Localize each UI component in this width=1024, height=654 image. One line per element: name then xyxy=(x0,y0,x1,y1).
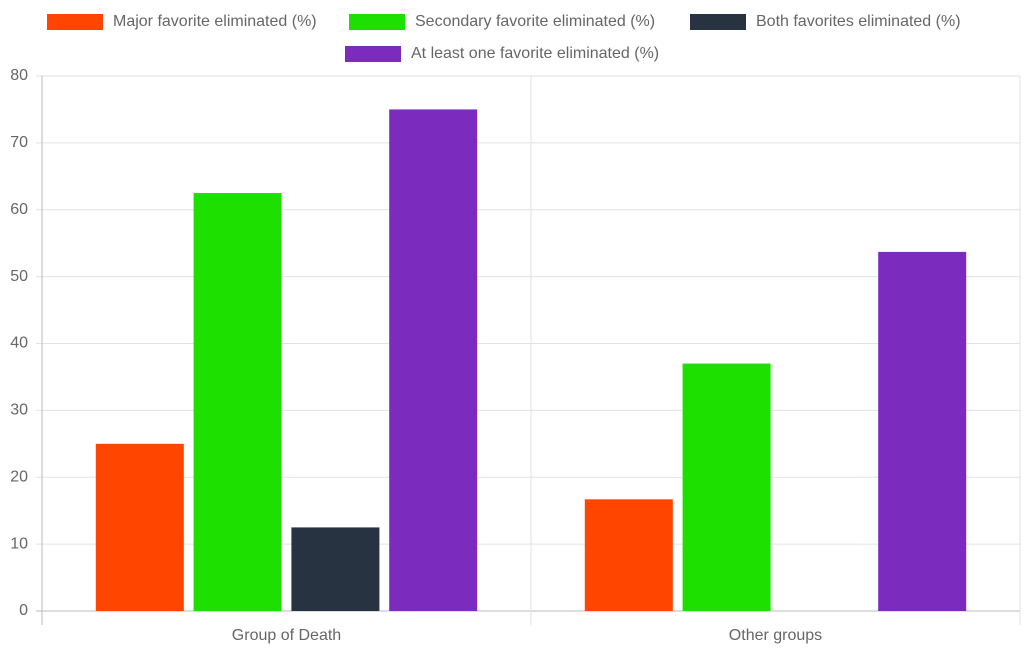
y-tick-label: 30 xyxy=(10,402,28,419)
y-tick-label: 10 xyxy=(10,535,28,552)
legend-swatch xyxy=(690,14,746,30)
y-tick-label: 50 xyxy=(10,268,28,285)
legend-swatch xyxy=(345,46,401,62)
bar xyxy=(291,527,380,611)
bar xyxy=(682,363,771,611)
y-tick-label: 20 xyxy=(10,468,28,485)
bar xyxy=(584,499,673,611)
legend-swatch xyxy=(47,14,103,30)
y-tick-label: 0 xyxy=(19,602,28,619)
y-tick-label: 40 xyxy=(10,335,28,352)
bar xyxy=(193,193,282,611)
legend-swatch xyxy=(349,14,405,30)
y-tick-label: 60 xyxy=(10,201,28,218)
legend-label: Major favorite eliminated (%) xyxy=(113,13,317,30)
x-tick-label: Group of Death xyxy=(232,627,341,644)
legend-label: Both favorites eliminated (%) xyxy=(756,13,961,30)
y-tick-label: 80 xyxy=(10,67,28,84)
y-tick-label: 70 xyxy=(10,134,28,151)
bar xyxy=(95,443,184,611)
legend-label: Secondary favorite eliminated (%) xyxy=(415,13,655,30)
legend-label: At least one favorite eliminated (%) xyxy=(411,45,659,62)
bar xyxy=(878,251,967,611)
x-tick-label: Other groups xyxy=(729,627,822,644)
bar xyxy=(389,109,478,611)
